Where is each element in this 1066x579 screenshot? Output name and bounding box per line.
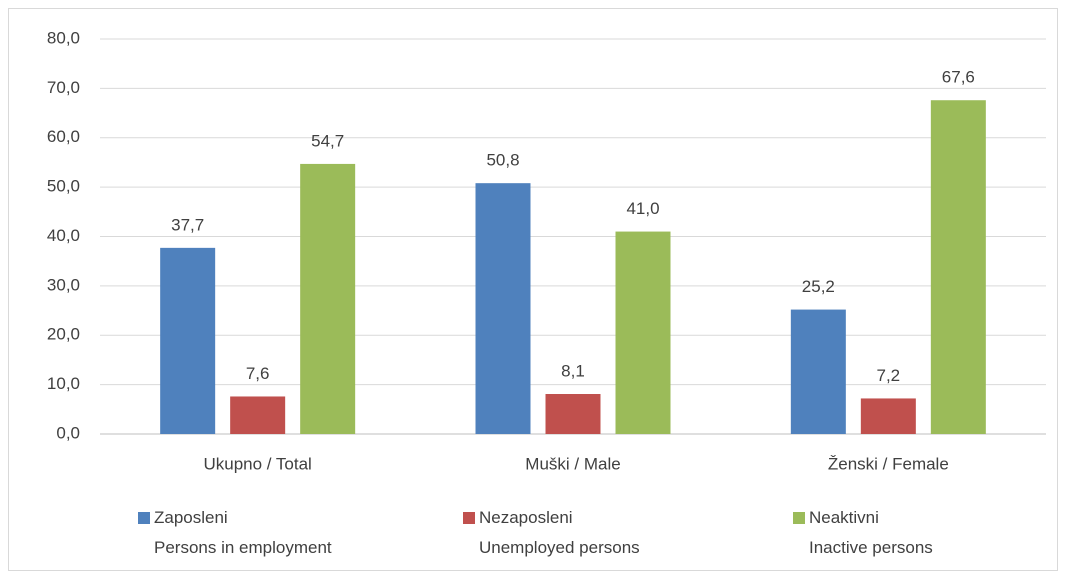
- y-tick-label: 80,0: [47, 28, 80, 47]
- legend-swatch: [138, 512, 150, 524]
- x-tick-label: Ženski / Female: [828, 454, 949, 473]
- data-label: 37,7: [171, 215, 204, 234]
- bar: [230, 396, 286, 434]
- y-tick-label: 10,0: [47, 374, 80, 393]
- legend-swatch: [793, 512, 805, 524]
- y-tick-label: 20,0: [47, 325, 80, 344]
- data-label: 41,0: [626, 199, 659, 218]
- bar: [300, 163, 356, 434]
- bar: [475, 183, 531, 434]
- data-label: 7,2: [877, 366, 901, 385]
- x-tick-label: Muški / Male: [525, 454, 620, 473]
- data-label: 8,1: [561, 361, 585, 380]
- legend-swatch: [463, 512, 475, 524]
- bar: [160, 247, 216, 434]
- legend-label: Nezaposleni Unemployed persons: [479, 508, 640, 557]
- data-label: 50,8: [486, 151, 519, 170]
- x-tick-label: Ukupno / Total: [203, 454, 311, 473]
- bar: [860, 398, 916, 434]
- y-tick-label: 70,0: [47, 78, 80, 97]
- data-label: 25,2: [802, 277, 835, 296]
- legend-label: Neaktivni Inactive persons: [809, 508, 933, 557]
- y-tick-label: 60,0: [47, 127, 80, 146]
- data-label: 7,6: [246, 364, 270, 383]
- y-tick-label: 50,0: [47, 177, 80, 196]
- bar: [930, 100, 986, 434]
- legend-label: Zaposleni Persons in employment: [154, 508, 332, 557]
- y-tick-label: 0,0: [56, 423, 80, 442]
- bar: [615, 231, 671, 434]
- bar: [545, 394, 601, 434]
- y-tick-label: 40,0: [47, 226, 80, 245]
- y-tick-label: 30,0: [47, 275, 80, 294]
- bar: [790, 309, 846, 434]
- data-label: 54,7: [311, 131, 344, 150]
- data-label: 67,6: [942, 68, 975, 87]
